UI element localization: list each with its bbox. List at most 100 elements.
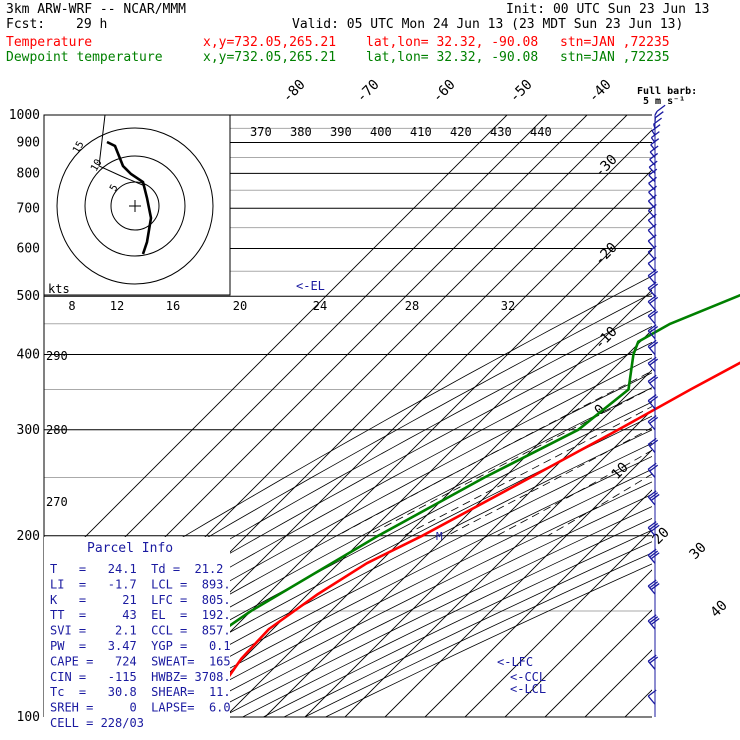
hodograph-speed-tick: 28: [405, 299, 419, 313]
isotherm-label: -20: [592, 240, 621, 269]
dry-adiabat-line: [44, 115, 652, 717]
wind-barb: [647, 263, 656, 272]
dry-adiabat-line: [55, 115, 652, 717]
wind-barb: [648, 182, 656, 191]
wind-barb-flag: [647, 339, 657, 347]
wind-barb: [654, 110, 658, 116]
hodograph-speed-tick: 12: [110, 299, 124, 313]
wind-barb-flag: [649, 311, 659, 319]
wind-barb-flag: [656, 104, 666, 112]
isotherm-line: [224, 115, 652, 717]
hodograph-ring-label: 15: [71, 140, 87, 156]
isotherm-line: [44, 115, 508, 717]
wind-barb-flag: [649, 550, 659, 558]
dry-adiabat-label: 290: [46, 349, 68, 363]
dry-adiabat-line: [304, 115, 652, 717]
lfc-marker-label: <-LFC: [497, 655, 533, 669]
wind-barb-flag: [649, 616, 659, 624]
isotherm-line: [584, 115, 652, 717]
pressure-tick-label: 200: [17, 529, 40, 544]
wind-barb: [648, 174, 656, 183]
wind-barb-flag: [647, 548, 657, 556]
wind-barb: [647, 660, 656, 670]
moist-adiabat-line: [446, 115, 652, 537]
wind-barb: [647, 287, 656, 297]
wind-barb-flag: [654, 111, 664, 119]
wind-barb-flag: [647, 579, 657, 587]
wind-barb-flag: [649, 376, 659, 384]
wind-barb: [652, 123, 656, 129]
dry-adiabat-line: [221, 115, 652, 717]
el-marker-label: <-EL: [296, 279, 325, 293]
wind-barb: [647, 301, 656, 311]
dry-adiabat-label: 390: [330, 125, 352, 139]
wind-barb: [647, 345, 656, 355]
wind-barb-flag: [649, 464, 659, 472]
wind-barb-flag: [651, 124, 661, 132]
wind-barb-flag: [647, 415, 657, 423]
isotherm-line: [344, 115, 652, 717]
isotherm-label: -70: [354, 77, 383, 106]
wind-barb: [647, 362, 656, 372]
hodograph-ring-label: 5: [108, 183, 121, 194]
wind-barb-flag: [649, 283, 659, 291]
hodograph-speed-tick: 8: [68, 299, 75, 313]
parcel-info-row: LI = -1.7 LCL = 893.: [50, 577, 231, 591]
dry-adiabat-label: 370: [250, 125, 272, 139]
dewpoint-legend-name: Dewpoint temperature: [6, 50, 163, 65]
dry-adiabat-label: 410: [410, 125, 432, 139]
parcel-info-row: CAPE = 724 SWEAT= 165: [50, 654, 231, 668]
parcel-info-row: CIN = -115 HWBZ= 3708.: [50, 670, 231, 684]
wind-barb-flag: [649, 522, 659, 530]
wind-barb-flag: [647, 356, 657, 364]
dry-adiabat-label: 380: [290, 125, 312, 139]
wind-barb-flag: [649, 325, 659, 333]
hodograph-ring: [56, 127, 214, 285]
wind-barb-flag: [649, 416, 659, 424]
wind-barb-flag: [649, 492, 659, 500]
wind-barb-flag: [649, 439, 659, 447]
wind-barb: [648, 166, 656, 174]
hodograph-speed-tick: 16: [166, 299, 180, 313]
parcel-info-row: Tc = 30.8 SHEAR= 11.: [50, 685, 231, 699]
dry-adiabat-line: [97, 115, 652, 717]
wind-barb-flag: [647, 256, 657, 264]
wind-barb-flag: [649, 152, 659, 160]
isotherm-line: [384, 115, 652, 717]
isotherm-line: [304, 115, 652, 717]
hodograph-speed-tick: 32: [501, 299, 515, 313]
wind-barb-flag: [647, 462, 657, 470]
isotherm-label: -30: [592, 152, 621, 181]
dry-adiabat-line: [44, 115, 652, 717]
barb-legend-unit: 5 m s⁻¹: [643, 96, 685, 107]
wind-barb-flag: [650, 617, 660, 625]
isotherm-label: -80: [280, 77, 309, 106]
parcel-info-row: CELL = 228/03: [50, 716, 144, 730]
dry-adiabat-line: [44, 115, 652, 717]
dry-adiabat-label: 270: [46, 495, 68, 509]
wind-barb: [647, 200, 656, 209]
wind-barb-flag: [650, 552, 660, 560]
temperature-legend-stn: stn=JAN ,72235: [560, 35, 670, 50]
hodograph-trace: [106, 140, 153, 255]
model-title: 3km ARW-WRF -- NCAR/MMM: [6, 2, 187, 17]
isotherm-line: [705, 115, 740, 717]
pressure-tick-label: 800: [17, 166, 40, 181]
wind-barb-flag: [649, 296, 659, 304]
temperature-legend-name: Temperature: [6, 35, 93, 50]
isotherm-line: [184, 115, 652, 717]
wind-barb-flag: [649, 341, 659, 349]
moist-adiabat-line: [403, 115, 652, 537]
wind-barb: [647, 400, 656, 410]
dewpoint-legend-stn: stn=JAN ,72235: [560, 50, 670, 65]
wind-barb-flag: [650, 138, 660, 146]
dry-adiabat-label: 430: [490, 125, 512, 139]
wind-barb-flag: [647, 295, 657, 303]
parcel-info-row: TT = 43 EL = 192.: [50, 608, 231, 622]
parcel-info-row: SVI = 2.1 CCL = 857.: [50, 624, 231, 638]
pressure-tick-label: 900: [17, 136, 40, 151]
isotherm-line: [665, 115, 740, 717]
init-time: Init: 00 UTC Sun 23 Jun 13: [506, 2, 710, 17]
